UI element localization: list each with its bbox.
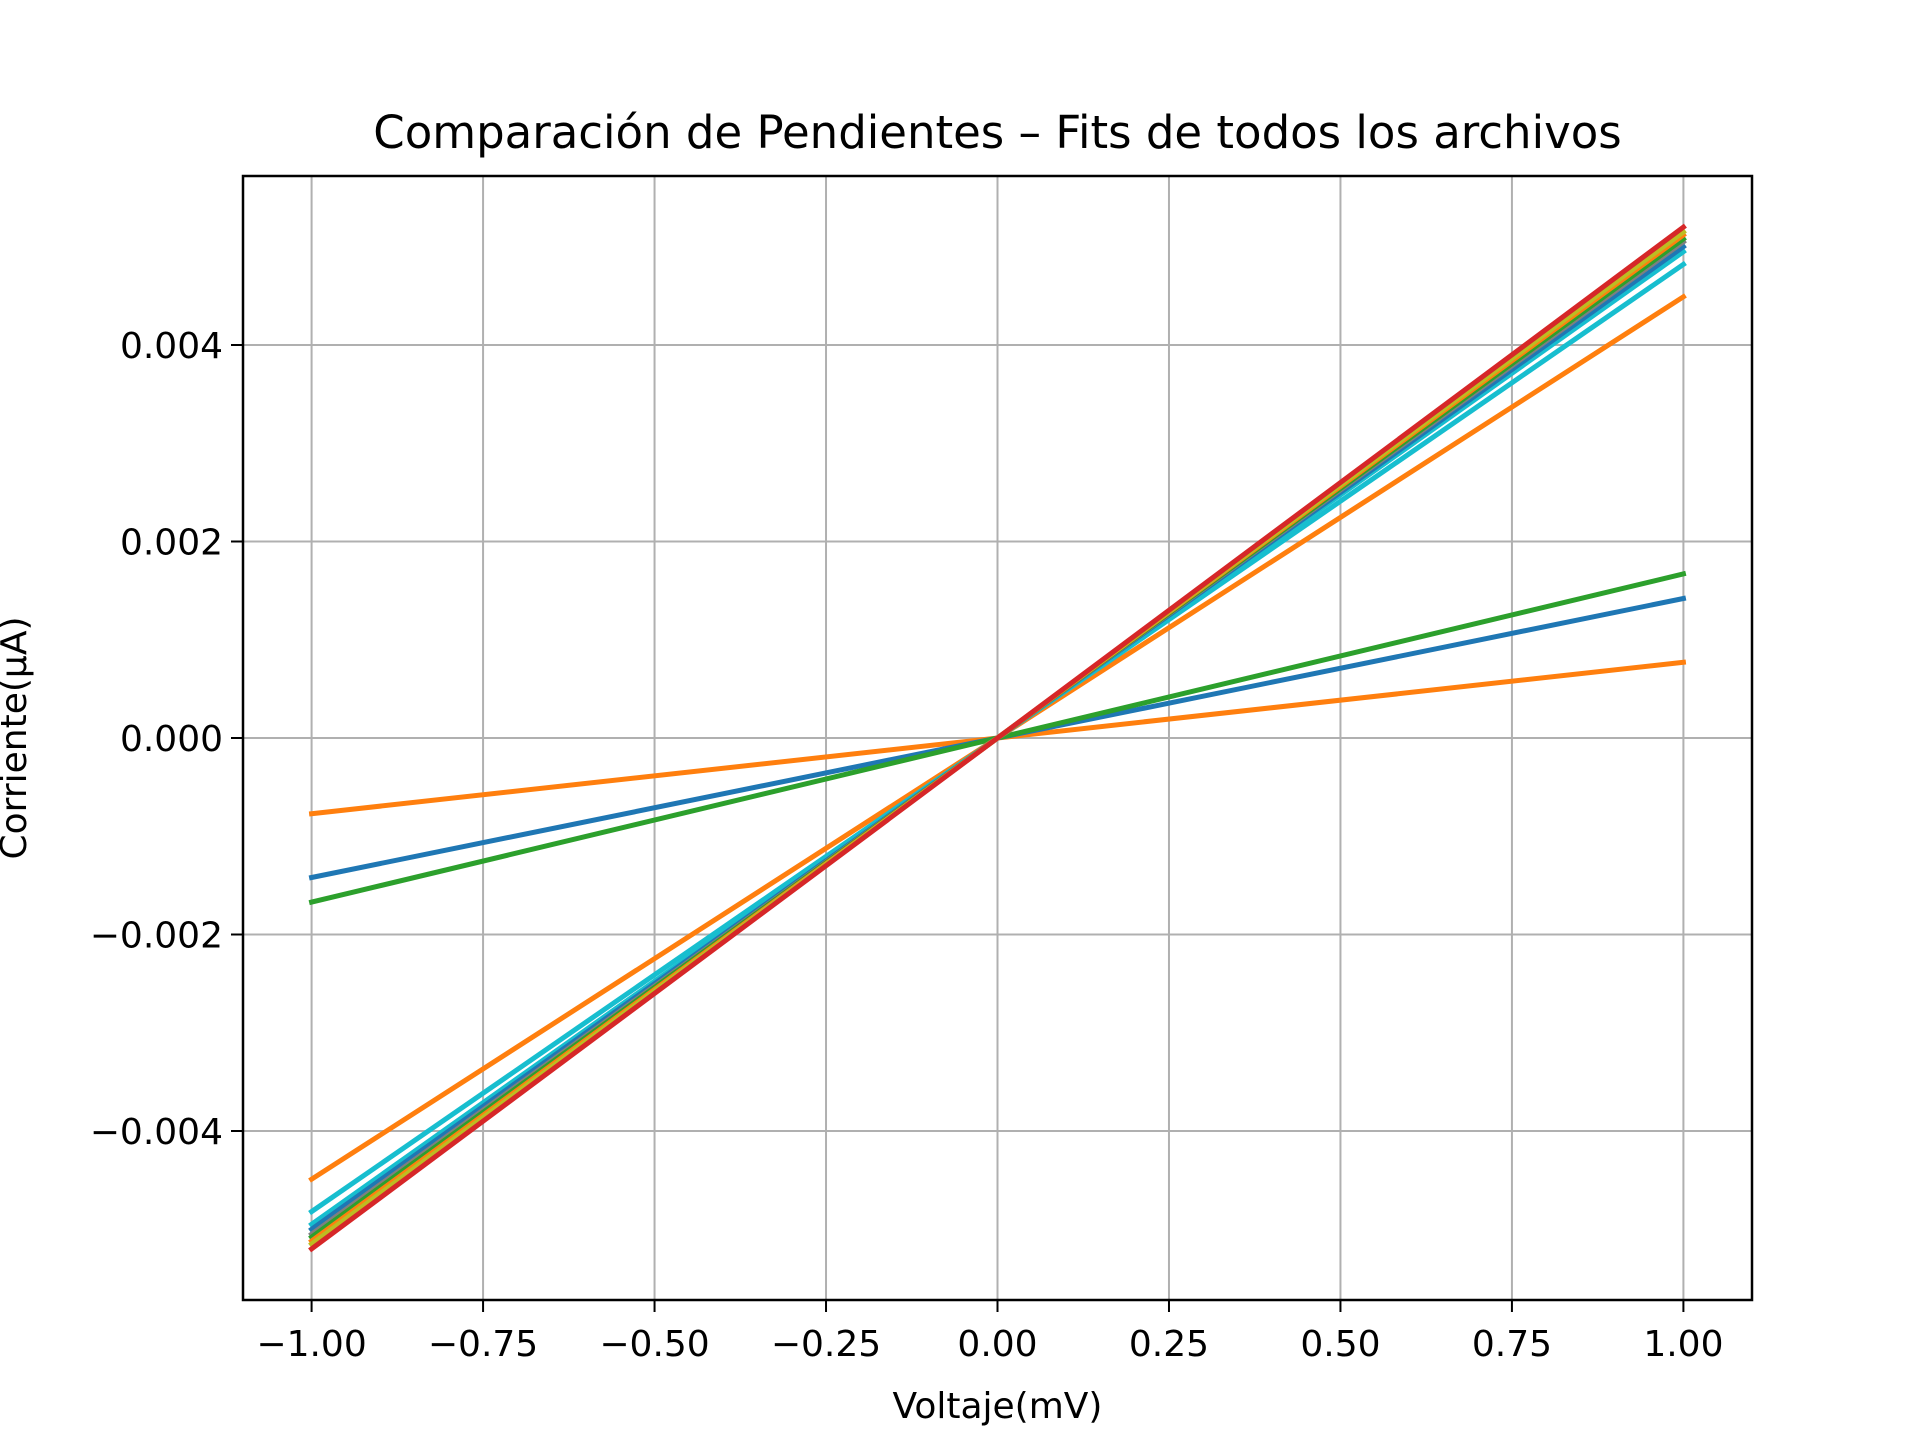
- series-lines: [308, 223, 1687, 1253]
- x-tick-label: 0.25: [1129, 1324, 1209, 1365]
- x-tick-label: −0.50: [599, 1324, 709, 1365]
- y-tick-label: 0.002: [120, 522, 223, 563]
- x-tick-label: −0.75: [428, 1324, 538, 1365]
- y-axis-label: Corriente(μA): [0, 617, 35, 860]
- x-tick-label: −0.25: [771, 1324, 881, 1365]
- axis-ticks: −1.00 −0.75 −0.50 −0.25 0.00 0.25 0.50 0.75 1.00…: [90, 326, 1724, 1365]
- x-tick-label: 0.00: [957, 1324, 1037, 1365]
- x-tick-label: 1.00: [1643, 1324, 1723, 1365]
- chart-title: Comparación de Pendientes – Fits de todo…: [373, 106, 1621, 159]
- y-tick-label: 0.000: [120, 719, 223, 760]
- y-tick-label: −0.002: [90, 916, 223, 957]
- series-line-1: [308, 223, 1687, 1253]
- y-tick-label: −0.004: [90, 1112, 223, 1153]
- y-tick-label: 0.004: [120, 326, 223, 367]
- x-axis-label: Voltaje(mV): [893, 1386, 1103, 1427]
- x-tick-label: 0.75: [1472, 1324, 1552, 1365]
- x-tick-label: 0.50: [1300, 1324, 1380, 1365]
- x-tick-label: −1.00: [256, 1324, 366, 1365]
